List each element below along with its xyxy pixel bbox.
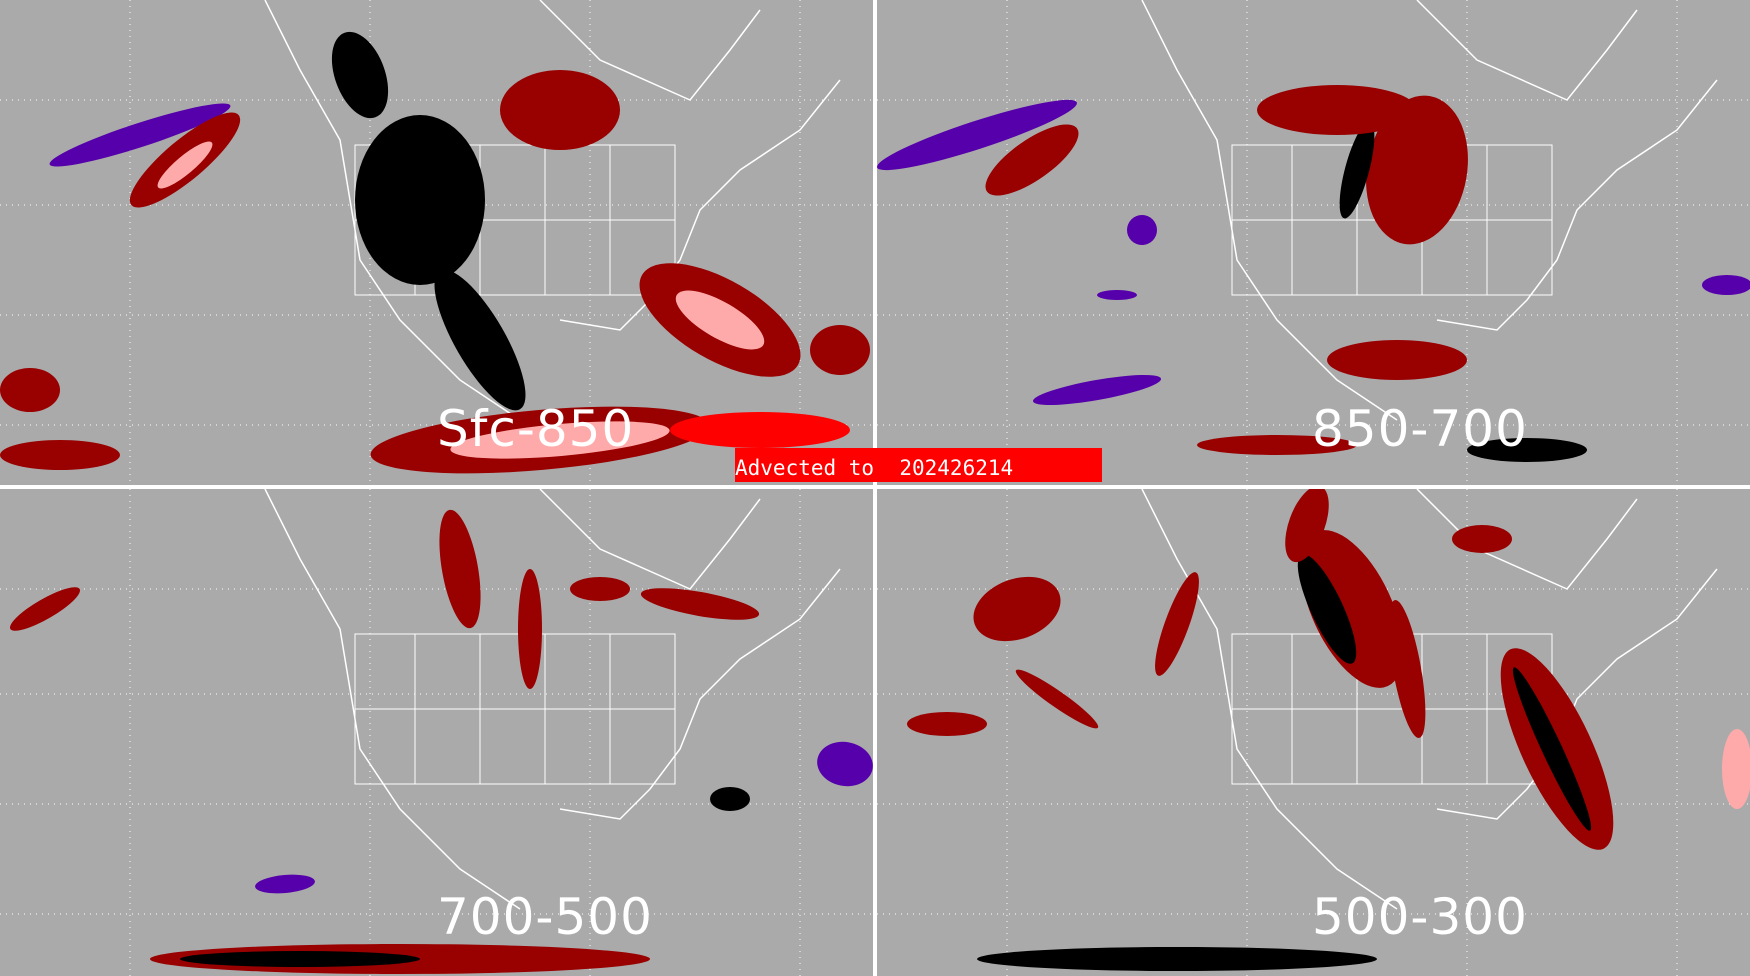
cloud-region [331, 31, 389, 119]
cloud-region [518, 569, 542, 689]
cloud-region [1097, 290, 1137, 300]
us-state-borders [355, 634, 675, 784]
cloud-region [1197, 435, 1357, 455]
cloud-region [1722, 729, 1750, 809]
cloud-region [570, 577, 630, 601]
cloud-region [49, 103, 231, 167]
cloud-region [973, 576, 1061, 642]
cloud-region [9, 587, 80, 631]
cloud-region [907, 712, 987, 736]
cloud-region [450, 421, 670, 459]
cloud-region [1155, 572, 1199, 676]
cloud-region [1702, 275, 1750, 295]
cloud-region [1300, 530, 1404, 688]
cloud-region [675, 290, 765, 350]
cloud-region [180, 951, 420, 967]
cloud-region [877, 99, 1077, 171]
panel-divider-horizontal [0, 485, 1750, 489]
panel-label-500-300: 500-300 [1312, 888, 1528, 946]
panel-label-700-500: 700-500 [437, 888, 653, 946]
cloud-region [1327, 340, 1467, 380]
cloud-region [439, 509, 481, 629]
cloud-region [640, 588, 760, 620]
cloud-region [710, 787, 750, 811]
cloud-region [1297, 554, 1357, 664]
panel-label-sfc-850: Sfc-850 [437, 400, 635, 458]
cloud-region [1257, 85, 1417, 135]
advected-time-banner: Advected to 202426214 [735, 448, 1102, 482]
cloud-region [1388, 600, 1426, 738]
cloud-region [1285, 485, 1329, 563]
cloud-region [500, 70, 620, 150]
cloud-region [1512, 667, 1592, 831]
cloud-region [1467, 438, 1587, 462]
cloud-region [1339, 121, 1375, 219]
cloud-region [157, 141, 213, 189]
coastline [1141, 488, 1718, 910]
cloud-region [985, 124, 1079, 196]
cloud-region [977, 947, 1377, 971]
cloud-region [670, 412, 850, 448]
cloud-region [355, 115, 485, 285]
cloud-region [1032, 375, 1162, 405]
cloud-region [255, 874, 315, 894]
banner-text: Advected to 202426214 [735, 456, 1014, 480]
coastline [264, 488, 841, 910]
cloud-region [1015, 669, 1099, 729]
cloud-region [810, 325, 870, 375]
cloud-region [817, 741, 873, 787]
cloud-region [0, 368, 60, 412]
cloud-region [0, 440, 120, 470]
cloud-region [1366, 95, 1468, 245]
cloud-region [1452, 525, 1512, 553]
cloud-region [434, 269, 526, 411]
cloud-region [1127, 215, 1157, 245]
panel-label-850-700: 850-700 [1312, 400, 1528, 458]
